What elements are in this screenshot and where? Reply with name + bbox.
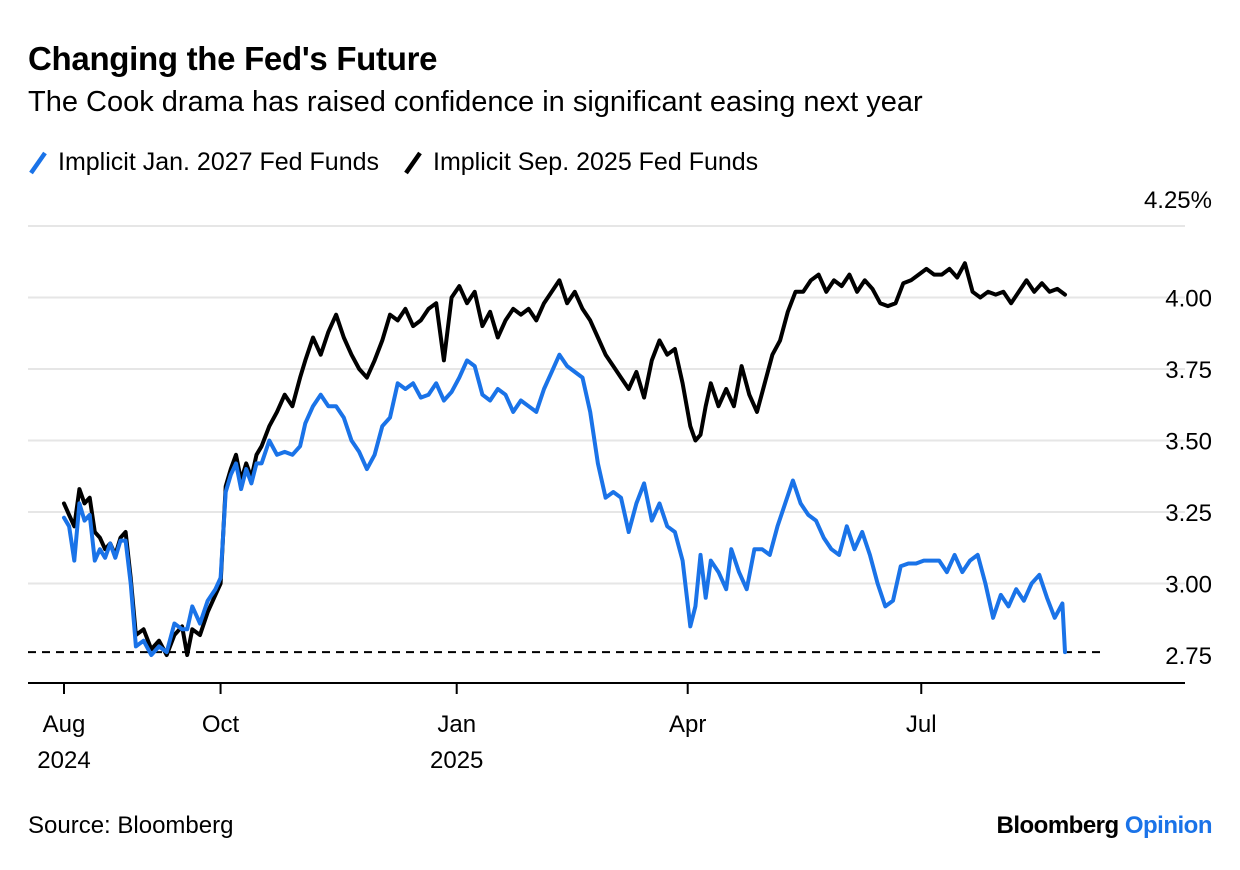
- y-tick-label: 3.75: [1165, 357, 1212, 384]
- legend-label-jan-2027: Implicit Jan. 2027 Fed Funds: [58, 148, 379, 176]
- x-tick-sublabel: 2025: [430, 747, 483, 774]
- series-line-jan-2027: [62, 352, 1067, 657]
- y-tick-label: 4.25%: [1144, 187, 1212, 214]
- legend: Implicit Jan. 2027 Fed Funds Implicit Se…: [28, 148, 782, 177]
- x-tick-label: Jul: [906, 711, 937, 738]
- source-note: Source: Bloomberg: [28, 812, 234, 839]
- y-tick-label: 3.00: [1165, 572, 1212, 599]
- series-line-sep-2025: [62, 261, 1067, 657]
- legend-swatch-blue: [29, 151, 47, 174]
- y-tick-label: 3.25: [1165, 500, 1212, 527]
- brand-logo: Bloomberg Opinion: [997, 812, 1213, 840]
- x-tick-label: Oct: [202, 711, 240, 738]
- y-tick-label: 3.50: [1165, 429, 1212, 456]
- brand-accent: Opinion: [1124, 812, 1213, 839]
- legend-swatch-black: [404, 151, 422, 174]
- chart-title: Changing the Fed's Future: [28, 40, 438, 77]
- y-tick-label: 4.00: [1165, 286, 1212, 313]
- chart-subtitle: The Cook drama has raised confidence in …: [28, 86, 923, 118]
- x-tick-label: Jan: [437, 711, 476, 738]
- legend-label-sep-2025: Implicit Sep. 2025 Fed Funds: [433, 148, 759, 176]
- legend-item-sep-2025: Implicit Sep. 2025 Fed Funds: [403, 148, 758, 177]
- legend-item-jan-2027: Implicit Jan. 2027 Fed Funds: [28, 148, 379, 177]
- y-tick-label: 2.75: [1165, 643, 1212, 670]
- x-tick-label: Aug: [43, 711, 86, 738]
- x-tick-sublabel: 2024: [37, 747, 90, 774]
- brand-main: Bloomberg: [996, 812, 1120, 839]
- x-tick-label: Apr: [669, 711, 706, 738]
